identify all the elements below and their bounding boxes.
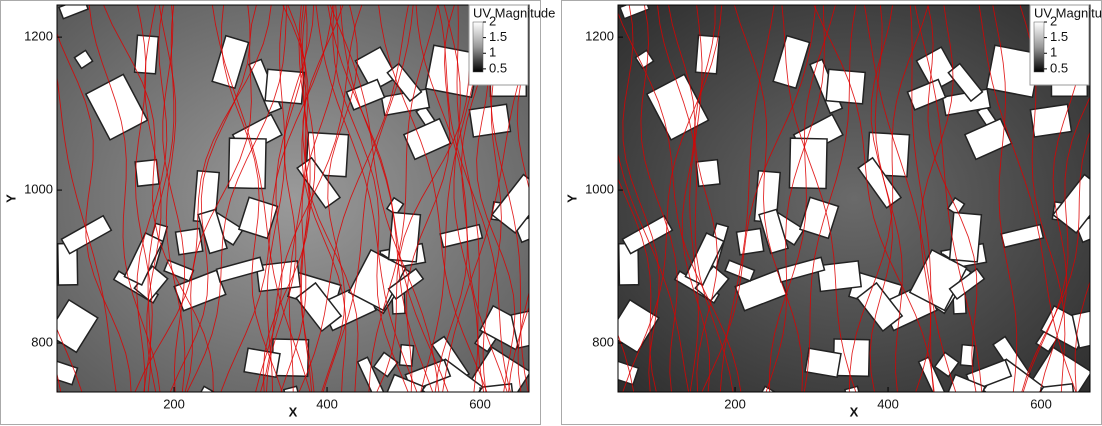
building: [1030, 104, 1071, 137]
building: [789, 138, 827, 188]
y-tick-label: 800: [31, 334, 53, 349]
x-tick-label: 600: [1030, 396, 1052, 411]
building: [244, 348, 280, 377]
colorbar-tick-label: 1: [1050, 45, 1057, 60]
y-tick-label: 1200: [24, 29, 53, 44]
building: [696, 35, 720, 74]
colorbar-tick-label: 1: [489, 45, 496, 60]
building: [176, 228, 203, 254]
field: [508, 0, 1102, 426]
building: [469, 104, 510, 137]
x-tick-label: 200: [724, 396, 746, 411]
building: [805, 348, 841, 377]
building: [696, 160, 720, 187]
building: [265, 69, 304, 103]
y-tick-label: 1000: [24, 182, 53, 197]
colorbar-tick-label: 1.5: [1050, 29, 1068, 44]
y-tick-label: 800: [592, 334, 614, 349]
colorbar: [473, 22, 483, 72]
x-axis-label: X: [289, 404, 298, 419]
x-tick-label: 400: [316, 396, 338, 411]
colorbar-tick-label: 2: [1050, 13, 1057, 28]
colorbar-tick-label: 1.5: [489, 29, 507, 44]
building: [950, 212, 982, 262]
y-axis-label: Y: [564, 194, 579, 203]
colorbar: [1034, 22, 1044, 72]
colorbar-tick-label: 0.5: [489, 60, 507, 75]
y-axis-label: Y: [3, 194, 18, 203]
building: [135, 160, 159, 187]
figure: 20040060080010001200XYUV Magnitude21.510…: [0, 0, 1102, 426]
colorbar-tick-label: 2: [489, 13, 496, 28]
y-tick-label: 1200: [585, 29, 614, 44]
colorbar-tick-label: 0.5: [1050, 60, 1068, 75]
x-tick-label: 200: [163, 396, 185, 411]
colorbar-title: UV Magnitude: [473, 5, 555, 20]
x-axis-label: X: [850, 404, 859, 419]
colorbar-title: UV Magnitude: [1034, 5, 1102, 20]
y-tick-label: 1000: [585, 182, 614, 197]
building: [737, 228, 764, 254]
x-tick-label: 600: [469, 396, 491, 411]
x-tick-label: 400: [877, 396, 899, 411]
